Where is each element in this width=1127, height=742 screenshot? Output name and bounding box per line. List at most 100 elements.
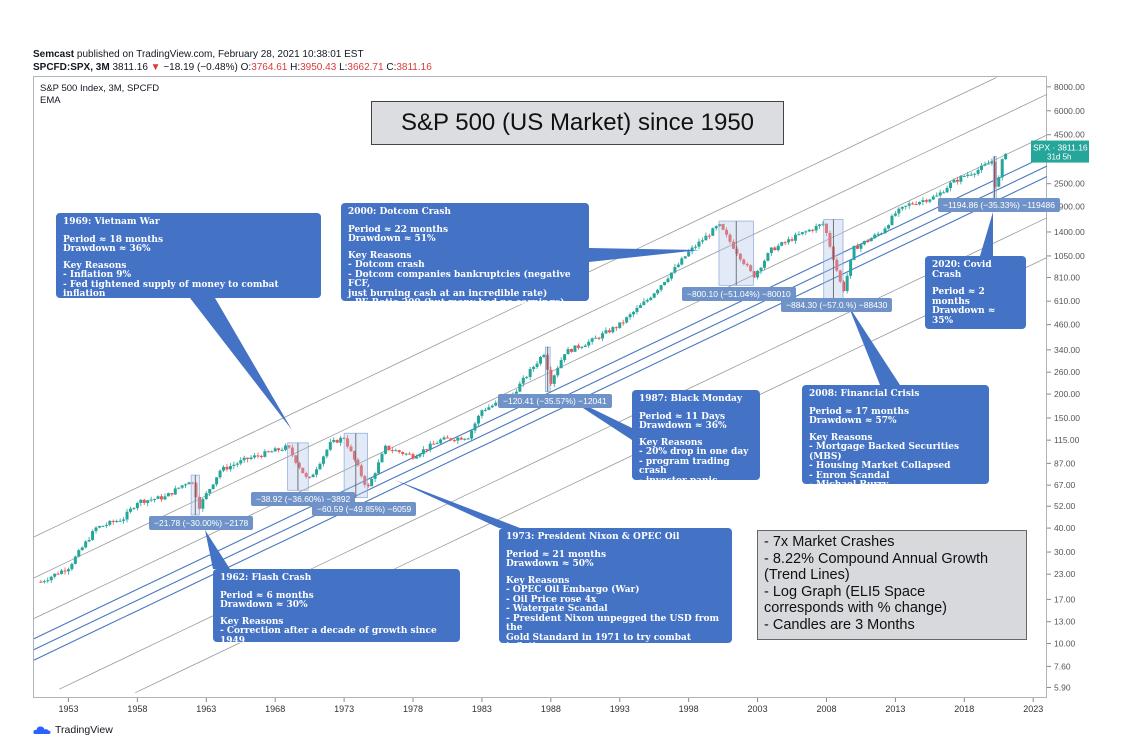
candle-body <box>597 337 601 339</box>
trend-channel-line <box>33 77 997 538</box>
candle-body <box>887 225 891 229</box>
y-tick-label: 200.00 <box>1054 389 1080 399</box>
annotation-line: Period ≈ 6 months <box>220 590 314 601</box>
candle-body <box>845 275 849 292</box>
candle-body <box>284 445 288 450</box>
annotation-line: - Dotcom companies bankruptcies (negativ… <box>348 269 571 289</box>
candle-body <box>256 455 260 457</box>
candle-body <box>394 450 398 452</box>
candle-body <box>466 438 470 440</box>
candle-body <box>163 496 167 500</box>
candle-body <box>931 196 935 200</box>
candle-body <box>897 208 901 214</box>
candle-body <box>680 258 684 265</box>
candle-body <box>235 463 239 465</box>
chart-frame[interactable] <box>33 76 1047 698</box>
annotation-line: - Housing Market Collapsed <box>809 461 951 471</box>
candle-body <box>180 485 184 488</box>
candle-body <box>718 224 722 227</box>
x-tick-label: 1953 <box>58 704 78 714</box>
annotation-line: - Covid-19 <box>932 341 984 352</box>
annotation-line: Period ≈ 11 Days <box>639 411 726 422</box>
annotation-line: Drawdown ≈ 51% <box>348 234 436 244</box>
candle-body <box>1000 159 1004 178</box>
candle-body <box>652 293 656 298</box>
drawdown-label-1973: −60.59 (−49.85%) −6059 <box>312 502 417 516</box>
candle-body <box>997 177 1001 187</box>
y-tick-label: 52.00 <box>1054 501 1076 511</box>
candle-body <box>218 470 222 478</box>
candle-body <box>142 499 146 503</box>
brand-name: TradingView <box>55 724 113 736</box>
candle-body <box>249 457 253 460</box>
candle-body <box>408 453 412 455</box>
candle-body <box>645 299 649 302</box>
covid-pointer <box>980 212 993 256</box>
candle-body <box>135 502 139 509</box>
candle-body <box>769 247 773 254</box>
candle-body <box>253 455 257 458</box>
candle-body <box>807 229 811 232</box>
candle-body <box>986 163 990 165</box>
trend-channel-line <box>33 176 1048 661</box>
candle-body <box>339 437 343 443</box>
candle-body <box>311 474 315 478</box>
candle-body <box>304 473 308 477</box>
annotation-line: Key Reasons <box>220 616 284 627</box>
candle-body <box>890 215 894 226</box>
candle-body <box>793 234 797 241</box>
candle-body <box>521 377 525 384</box>
candle-body <box>91 531 95 540</box>
candle-body <box>938 192 942 196</box>
candle-body <box>707 235 711 237</box>
candle-body <box>201 499 205 509</box>
candle-body <box>976 170 980 174</box>
tradingview-logo[interactable]: TradingView <box>33 724 113 736</box>
annotation-line: - 20% drop in one day <box>639 447 749 457</box>
indicator-legend[interactable]: EMA <box>40 95 61 106</box>
candle-body <box>363 476 367 485</box>
annotation-line: - Correction after a decade of growth si… <box>220 626 437 646</box>
y-tick-label: 17.00 <box>1054 594 1076 604</box>
candle-body <box>308 476 312 478</box>
candle-body <box>659 285 663 290</box>
candle-body <box>125 511 129 520</box>
candle-body <box>604 330 608 334</box>
x-tick-label: 1988 <box>541 704 561 714</box>
candle-body <box>239 460 243 464</box>
candle-body <box>607 330 611 333</box>
annotation-line: Gold Standard in 1971 to try combat infl… <box>506 632 691 652</box>
candle-body <box>900 206 904 209</box>
candle-body <box>914 204 918 206</box>
annotation-line: Period ≈ 2 months <box>932 287 985 307</box>
candle-body <box>539 356 542 364</box>
annotation-line: just burning cash at an incredible rate) <box>348 288 548 299</box>
candle-body <box>745 264 749 266</box>
candle-body <box>328 441 332 450</box>
y-tick-label: 6000.00 <box>1054 106 1085 116</box>
annotation-line: Period ≈ 17 months <box>809 406 910 417</box>
candle-body <box>549 369 553 384</box>
x-tick-label: 2018 <box>954 704 974 714</box>
candle-body <box>525 376 529 378</box>
candle-body <box>421 449 425 455</box>
annotation-line: - Inflation 12.2% <box>506 651 590 662</box>
candle-body <box>49 576 53 581</box>
candle-body <box>66 569 70 572</box>
candle-body <box>969 174 973 176</box>
candle-body <box>621 322 625 324</box>
candle-body <box>990 161 994 164</box>
candle-body <box>907 203 911 206</box>
candle-body <box>787 239 791 243</box>
candle-body <box>483 409 487 411</box>
annotation-title: 2020: Covid Crash <box>932 260 992 280</box>
candle-body <box>349 446 353 452</box>
candle-body <box>270 451 274 453</box>
candle-body <box>77 550 81 557</box>
annotation-line: - investor panic <box>639 475 718 486</box>
candle-body <box>766 253 770 261</box>
candle-body <box>122 519 126 521</box>
candle-body <box>873 234 877 239</box>
candle-body <box>528 369 532 377</box>
